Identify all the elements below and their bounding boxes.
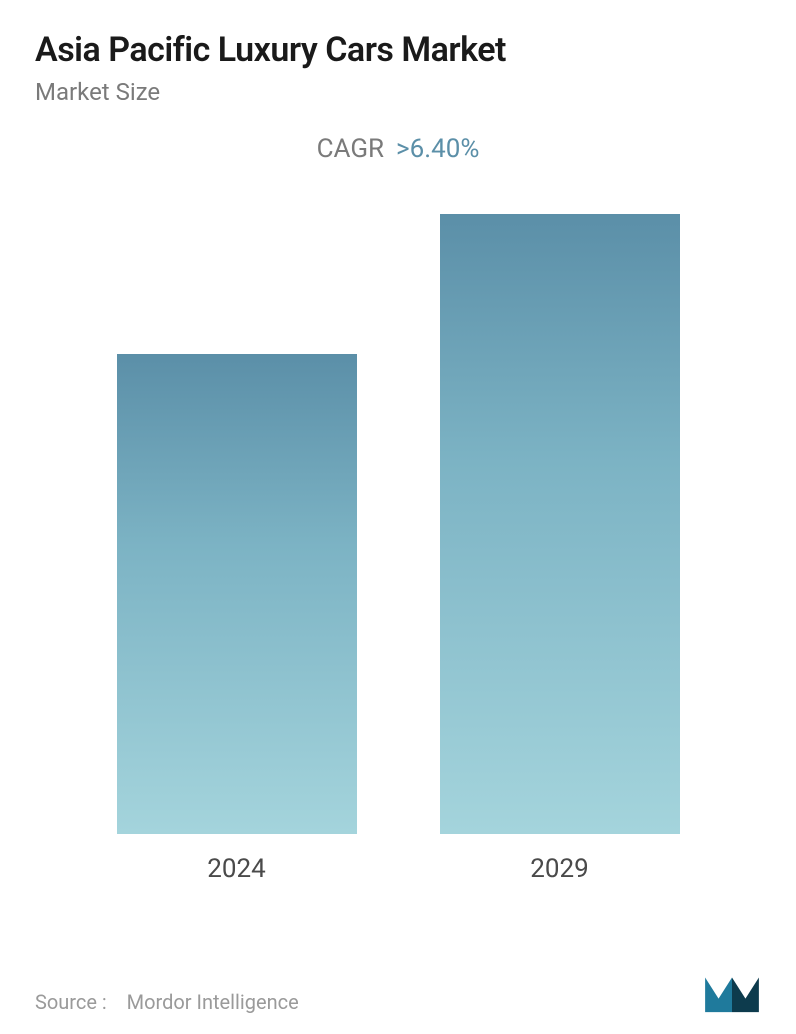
- bar-label-0: 2024: [207, 854, 265, 884]
- cagr-label: CAGR: [317, 134, 384, 164]
- bar-1: [440, 214, 680, 834]
- bar-chart: 2024 2029: [35, 244, 761, 884]
- subtitle: Market Size: [35, 78, 761, 106]
- chart-container: Asia Pacific Luxury Cars Market Market S…: [0, 0, 796, 1034]
- cagr-row: CAGR >6.40%: [35, 134, 761, 164]
- bar-0: [117, 354, 357, 834]
- cagr-symbol: >: [396, 134, 410, 164]
- bar-group-1: 2029: [440, 214, 680, 884]
- source-prefix: Source :: [35, 990, 107, 1014]
- bar-group-0: 2024: [117, 354, 357, 884]
- source-attribution: Source : Mordor Intelligence: [35, 990, 299, 1014]
- page-title: Asia Pacific Luxury Cars Market: [35, 30, 761, 70]
- bar-label-1: 2029: [530, 854, 588, 884]
- source-name: Mordor Intelligence: [127, 990, 299, 1014]
- cagr-value: 6.40%: [410, 134, 480, 164]
- mordor-logo-icon: [703, 966, 761, 1014]
- footer: Source : Mordor Intelligence: [35, 966, 761, 1014]
